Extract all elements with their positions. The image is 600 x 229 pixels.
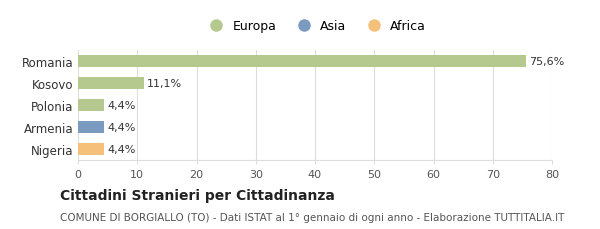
Text: Cittadini Stranieri per Cittadinanza: Cittadini Stranieri per Cittadinanza xyxy=(60,188,335,202)
Text: 4,4%: 4,4% xyxy=(107,122,136,132)
Text: 4,4%: 4,4% xyxy=(107,100,136,110)
Bar xyxy=(78,143,104,155)
Bar xyxy=(78,55,526,68)
Text: 11,1%: 11,1% xyxy=(147,78,182,88)
Legend: Europa, Asia, Africa: Europa, Asia, Africa xyxy=(199,15,431,38)
Text: COMUNE DI BORGIALLO (TO) - Dati ISTAT al 1° gennaio di ogni anno - Elaborazione : COMUNE DI BORGIALLO (TO) - Dati ISTAT al… xyxy=(60,212,565,222)
Bar xyxy=(78,121,104,133)
Bar xyxy=(78,77,144,89)
Bar xyxy=(78,99,104,111)
Text: 4,4%: 4,4% xyxy=(107,144,136,154)
Text: 75,6%: 75,6% xyxy=(529,56,564,66)
